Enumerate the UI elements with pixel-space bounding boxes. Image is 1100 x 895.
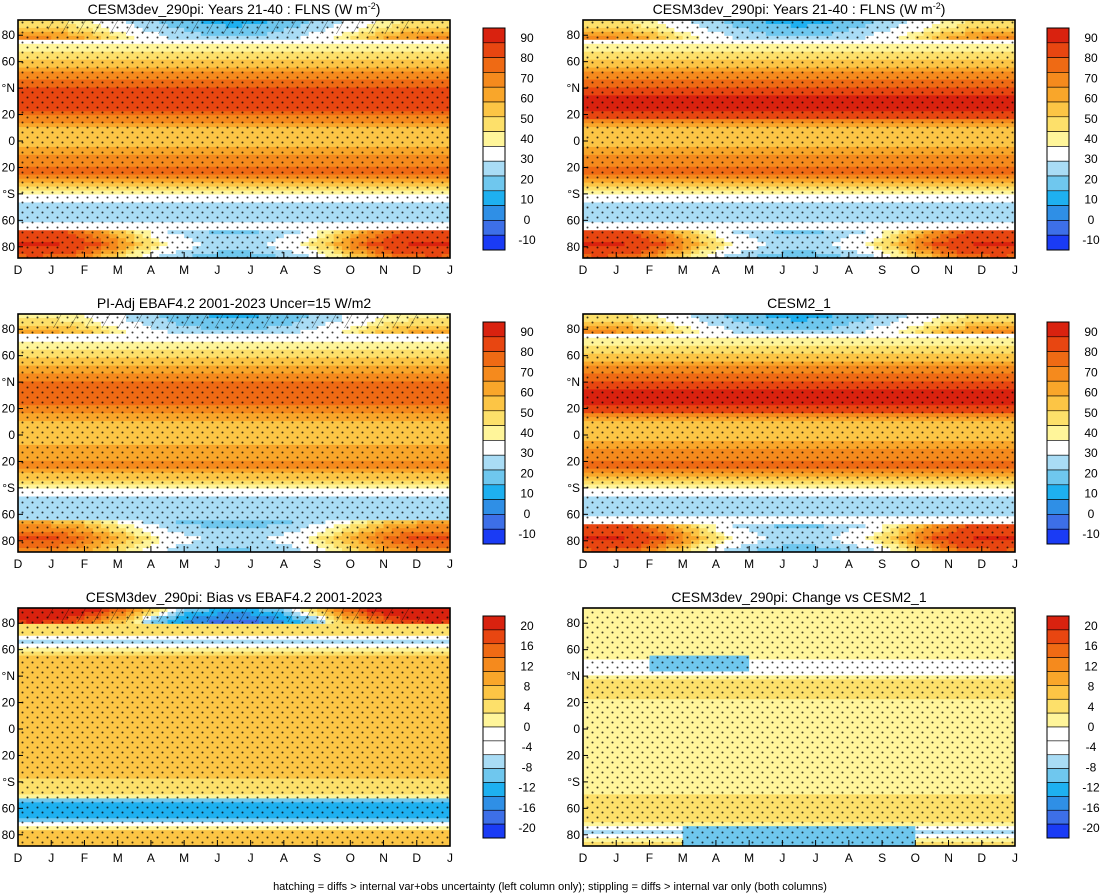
x-tick-label: F (81, 263, 88, 277)
colorbar-label: 20 (520, 172, 534, 186)
colorbar-swatch (482, 234, 506, 251)
y-tick-label: 0 (8, 134, 15, 148)
panel-1: CESM3dev_290pi: Years 21-40 : FLNS (W m-… (2, 1, 536, 277)
colorbar-label: 30 (520, 152, 534, 166)
colorbar-swatch (482, 72, 506, 88)
colorbar-swatch (482, 175, 506, 192)
colorbar-swatch (482, 131, 506, 147)
x-tick-label: D (14, 263, 23, 277)
colorbar-label: 50 (520, 112, 534, 126)
panel-title-main: CESM3dev_290pi: Years 21-40 : FLNS (W m (653, 1, 933, 17)
colorbar-swatch (482, 160, 506, 177)
colorbar-swatch (482, 116, 506, 132)
stippling-overlay (18, 20, 450, 258)
y-tick-label: 60 (2, 55, 16, 69)
x-tick-label: M (113, 263, 123, 277)
panel-title: CESM3dev_290pi: Years 21-40 : FLNS (W m-… (88, 1, 381, 17)
colorbar-label: -10 (518, 233, 536, 247)
y-tick-label: 80 (2, 240, 16, 254)
colorbar-swatch (482, 86, 506, 103)
y-tick-label: 80 (2, 28, 16, 42)
colorbar-label: 40 (520, 132, 534, 146)
colorbar-label: 10 (520, 193, 534, 207)
colorbar-label: 0 (524, 213, 531, 227)
x-tick-label: S (313, 263, 321, 277)
panel-title-superscript: -2 (368, 1, 376, 11)
x-tick-label: J (48, 263, 54, 277)
x-tick-label: M (179, 263, 189, 277)
x-tick-label: J (214, 263, 220, 277)
x-tick-label: O (346, 263, 355, 277)
colorbar-label: 80 (520, 51, 534, 65)
y-tick-label: 20 (2, 160, 16, 174)
x-tick-label: J (447, 263, 453, 277)
x-tick-label: J (248, 263, 254, 277)
panel-title-tail: ) (376, 1, 381, 17)
colorbar-swatch (482, 42, 506, 58)
colorbar-swatch (482, 146, 506, 162)
y-tick-label: °S (2, 187, 15, 201)
colorbar: 90 80 70 60 50 40 30 20 10 0 -10 (482, 27, 536, 251)
panel-title-superscript: -2 (933, 1, 941, 11)
x-tick-label: A (147, 263, 155, 277)
hatching-overlay (48, 20, 420, 34)
colorbar-swatch (482, 57, 506, 73)
x-tick-label: D (412, 263, 421, 277)
panel-title-tail: ) (941, 1, 946, 17)
x-tick-label: A (280, 263, 288, 277)
y-tick-label: 20 (2, 108, 16, 122)
panel-title-main: CESM3dev_290pi: Years 21-40 : FLNS (W m (88, 1, 368, 17)
colorbar-label: 60 (520, 92, 534, 106)
y-tick-label: 60 (2, 213, 16, 227)
panel-2: CESM3dev_290pi: Years 21-40 : FLNS (W m-… (567, 1, 1100, 277)
colorbar-swatch (482, 220, 506, 236)
colorbar-swatch (482, 27, 506, 44)
colorbar-label: 70 (520, 71, 534, 85)
colorbar-swatch (482, 190, 506, 206)
colorbar-swatch (482, 101, 506, 118)
colorbar-label: 90 (520, 31, 534, 45)
x-tick-label: N (379, 263, 388, 277)
panel-grid: CESM3dev_290pi: Years 21-40 : FLNS (W m-… (2, 1, 1100, 865)
panel-title: CESM3dev_290pi: Years 21-40 : FLNS (W m-… (653, 1, 946, 17)
colorbar-swatch (482, 205, 506, 221)
y-tick-label: °N (2, 81, 15, 95)
